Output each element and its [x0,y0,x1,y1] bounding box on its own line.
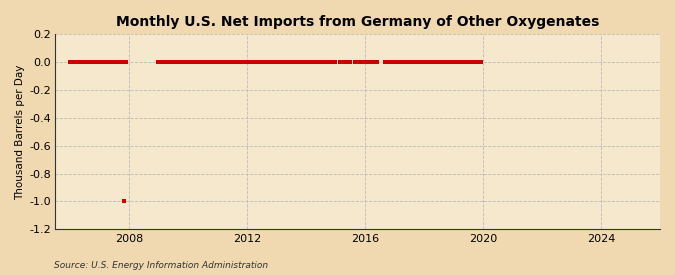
Y-axis label: Thousand Barrels per Day: Thousand Barrels per Day [15,64,25,200]
Title: Monthly U.S. Net Imports from Germany of Other Oxygenates: Monthly U.S. Net Imports from Germany of… [116,15,599,29]
Text: Source: U.S. Energy Information Administration: Source: U.S. Energy Information Administ… [54,260,268,270]
